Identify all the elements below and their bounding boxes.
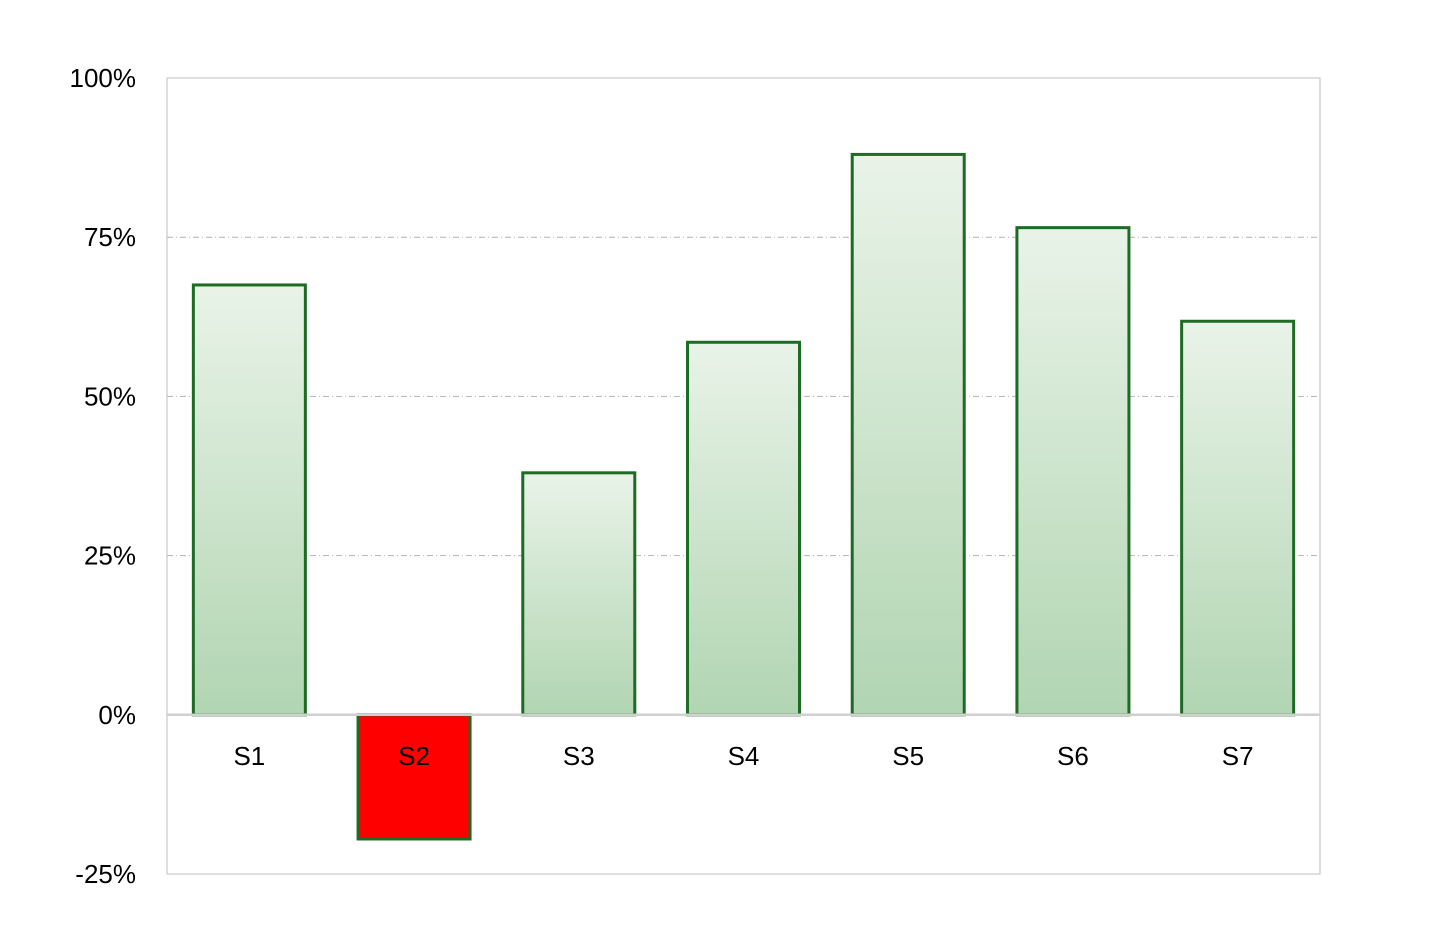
x-tick-label: S7 — [1222, 741, 1254, 771]
x-tick-label: S5 — [892, 741, 924, 771]
bar-s3 — [521, 471, 637, 717]
bar-s5 — [850, 152, 966, 717]
bar-s6 — [1015, 226, 1131, 717]
bar-s4 — [685, 340, 802, 717]
x-tick-label: S6 — [1057, 741, 1089, 771]
y-tick-label: 100% — [70, 63, 137, 93]
x-tick-label: S3 — [563, 741, 595, 771]
y-tick-label: 50% — [84, 381, 136, 411]
plot-frame — [166, 77, 1321, 875]
x-axis: S1 S2 S3 S4 S5 S6 S7 — [233, 741, 1253, 771]
y-tick-label: 75% — [84, 222, 136, 252]
bars — [191, 152, 1296, 841]
y-tick-label: 25% — [84, 541, 136, 571]
x-tick-label: S2 — [398, 741, 430, 771]
y-tick-label: -25% — [75, 859, 136, 889]
x-tick-label: S4 — [728, 741, 760, 771]
bar-s2 — [356, 713, 472, 841]
y-tick-label: 0% — [98, 700, 136, 730]
bar-s7 — [1180, 319, 1296, 717]
x-tick-label: S1 — [233, 741, 265, 771]
bar-s1 — [191, 283, 307, 717]
y-axis: -25% 0% 25% 50% 75% 100% — [70, 63, 137, 889]
